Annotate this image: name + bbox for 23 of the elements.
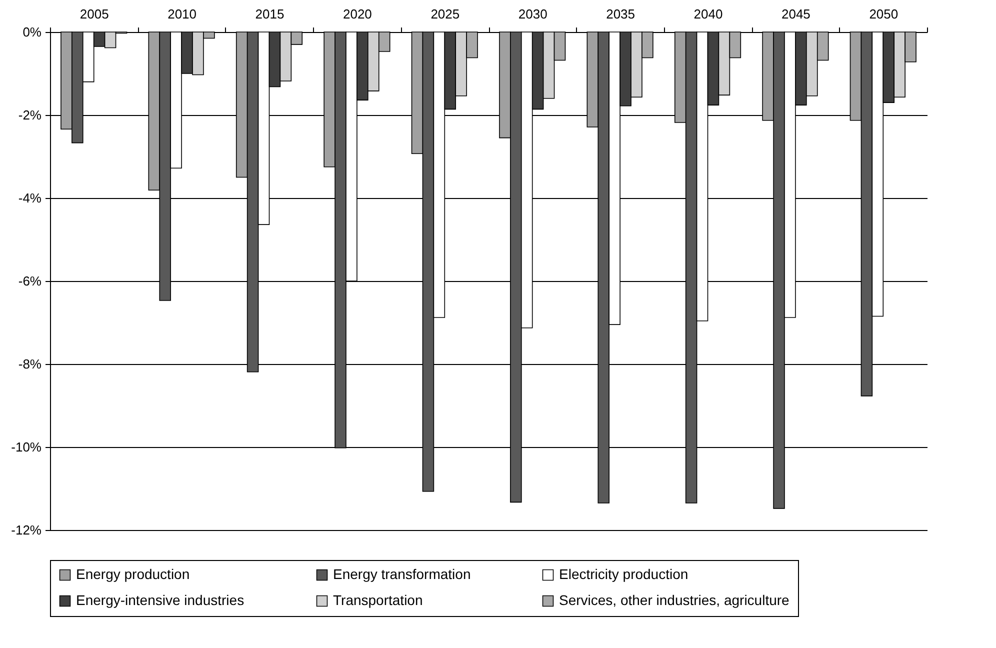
x-tick-label: 2005 <box>80 6 109 22</box>
y-tick-label: -4% <box>18 190 42 206</box>
y-tick-label: -12% <box>11 522 42 538</box>
x-tick-label: 2015 <box>255 6 284 22</box>
legend-label: Energy production <box>76 566 190 582</box>
x-tick-label: 2040 <box>694 6 723 22</box>
x-tick-label: 2050 <box>869 6 898 22</box>
y-tick-label: 0% <box>22 24 42 40</box>
legend-label: Energy-intensive industries <box>76 592 244 608</box>
x-tick-label: 2025 <box>430 6 460 22</box>
legend-label: Services, other industries, agriculture <box>559 592 790 608</box>
x-tick-label: 2010 <box>168 6 197 22</box>
legend-label: Transportation <box>333 592 423 608</box>
x-tick-label: 2045 <box>781 6 810 22</box>
legend-label: Electricity production <box>559 566 688 582</box>
y-tick-label: -6% <box>18 274 42 288</box>
x-tick-label: 2035 <box>606 6 636 22</box>
y-tick-label: -2% <box>18 108 42 122</box>
legend-label: Energy transformation <box>333 566 471 582</box>
x-tick-label: 2030 <box>518 6 548 22</box>
x-tick-label: 2020 <box>342 6 372 22</box>
y-tick-label: -10% <box>11 440 42 454</box>
y-tick-label: -8% <box>18 356 42 372</box>
